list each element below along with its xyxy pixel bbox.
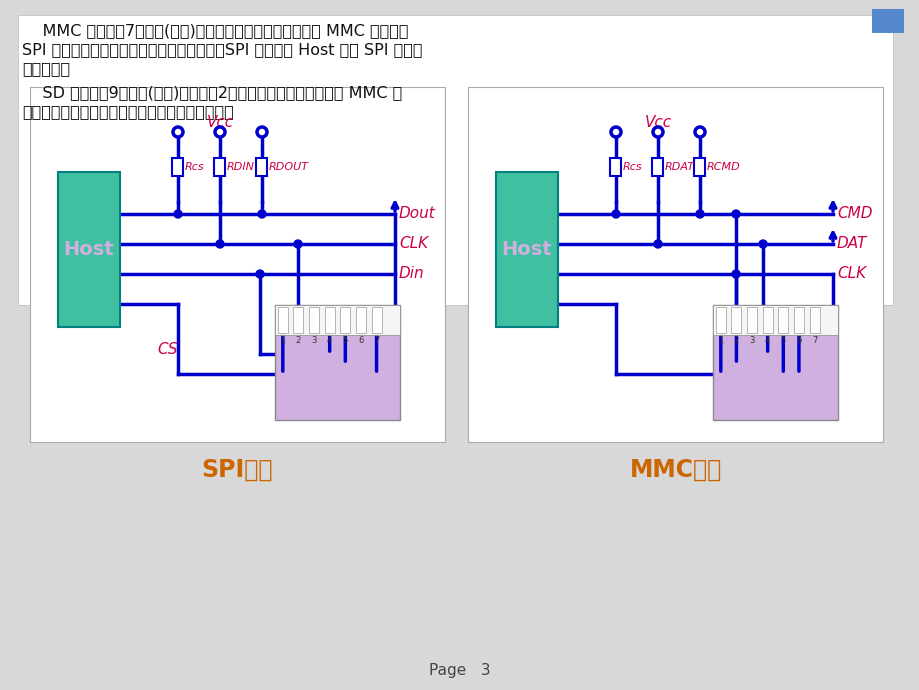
Bar xyxy=(214,158,225,176)
Circle shape xyxy=(174,210,182,218)
Bar xyxy=(762,307,772,333)
Bar xyxy=(809,307,819,333)
Text: CMD: CMD xyxy=(836,206,871,221)
Bar xyxy=(275,305,400,420)
Circle shape xyxy=(610,127,620,137)
Circle shape xyxy=(257,210,266,218)
Text: CS: CS xyxy=(157,342,178,357)
Text: MMC 卡分共有7个触点(引脚)，分为两种操作模式，分别为 MMC 模式、与: MMC 卡分共有7个触点(引脚)，分为两种操作模式，分别为 MMC 模式、与 xyxy=(22,23,408,38)
Bar xyxy=(278,307,288,333)
Text: 7: 7 xyxy=(811,336,816,345)
Text: Host: Host xyxy=(63,240,114,259)
Bar xyxy=(468,87,882,442)
Text: Dout: Dout xyxy=(399,206,436,221)
Bar xyxy=(275,305,400,335)
Circle shape xyxy=(611,210,619,218)
Bar xyxy=(495,172,558,327)
Text: SPI模式: SPI模式 xyxy=(201,458,272,482)
Bar xyxy=(746,307,756,333)
Circle shape xyxy=(758,240,766,248)
Bar xyxy=(18,15,892,305)
Text: 才能使用。: 才能使用。 xyxy=(22,61,70,76)
Bar xyxy=(610,158,621,176)
Text: 7: 7 xyxy=(373,336,379,345)
Bar xyxy=(777,307,788,333)
Bar xyxy=(58,172,119,327)
Circle shape xyxy=(256,127,267,137)
Circle shape xyxy=(694,127,704,137)
Text: RDOUT: RDOUT xyxy=(268,162,309,172)
Text: 6: 6 xyxy=(357,336,363,345)
Bar xyxy=(793,307,803,333)
Bar xyxy=(356,307,366,333)
Text: DAT: DAT xyxy=(836,237,867,251)
Bar xyxy=(712,305,837,335)
Circle shape xyxy=(215,127,225,137)
Text: Host: Host xyxy=(501,240,551,259)
Bar xyxy=(256,158,267,176)
Circle shape xyxy=(294,240,301,248)
Text: SD 卡分共有9个触点(引脚)，多余的2个引脚为数据线，但使用与 MMC 卡: SD 卡分共有9个触点(引脚)，多余的2个引脚为数据线，但使用与 MMC 卡 xyxy=(22,85,402,100)
Text: RDIN: RDIN xyxy=(227,162,255,172)
Bar xyxy=(694,158,705,176)
Bar xyxy=(340,307,350,333)
Bar xyxy=(309,307,319,333)
Text: 1: 1 xyxy=(280,336,285,345)
Text: 4: 4 xyxy=(765,336,769,345)
Text: CLK: CLK xyxy=(399,237,427,251)
Bar xyxy=(324,307,335,333)
Circle shape xyxy=(173,127,183,137)
Text: Vcc: Vcc xyxy=(206,115,233,130)
Text: RDAT: RDAT xyxy=(664,162,694,172)
Text: RCMD: RCMD xyxy=(706,162,740,172)
Circle shape xyxy=(696,210,703,218)
Circle shape xyxy=(216,240,223,248)
Text: MMC模式: MMC模式 xyxy=(630,458,721,482)
Circle shape xyxy=(255,270,264,278)
Text: Vcc: Vcc xyxy=(643,115,671,130)
Text: Rcs: Rcs xyxy=(622,162,642,172)
Text: CLK: CLK xyxy=(836,266,865,282)
Text: 1: 1 xyxy=(718,336,722,345)
Text: 4: 4 xyxy=(327,336,332,345)
Text: 兼容的模式时，这两个多余的引脚没有起到作用。: 兼容的模式时，这两个多余的引脚没有起到作用。 xyxy=(22,104,233,119)
Text: 2: 2 xyxy=(296,336,301,345)
Text: Din: Din xyxy=(399,266,425,282)
Text: 5: 5 xyxy=(780,336,785,345)
Circle shape xyxy=(732,270,739,278)
Circle shape xyxy=(652,127,663,137)
Circle shape xyxy=(653,240,662,248)
Text: Page   3: Page 3 xyxy=(429,663,490,678)
Text: Rcs: Rcs xyxy=(185,162,204,172)
Bar xyxy=(173,158,183,176)
Bar xyxy=(293,307,303,333)
Text: 3: 3 xyxy=(311,336,316,345)
Bar xyxy=(712,305,837,420)
Bar xyxy=(371,307,381,333)
Text: 5: 5 xyxy=(342,336,347,345)
Text: 3: 3 xyxy=(749,336,754,345)
Text: 2: 2 xyxy=(733,336,738,345)
Text: SPI 模式，两种模式对引脚的定义是不同的。SPI 模式只有 Host 具有 SPI 接口时: SPI 模式，两种模式对引脚的定义是不同的。SPI 模式只有 Host 具有 S… xyxy=(22,42,422,57)
Bar xyxy=(731,307,741,333)
Bar xyxy=(871,9,903,33)
Circle shape xyxy=(732,210,739,218)
Text: 6: 6 xyxy=(795,336,800,345)
Bar xyxy=(715,307,725,333)
Bar xyxy=(30,87,445,442)
Bar xyxy=(652,158,663,176)
